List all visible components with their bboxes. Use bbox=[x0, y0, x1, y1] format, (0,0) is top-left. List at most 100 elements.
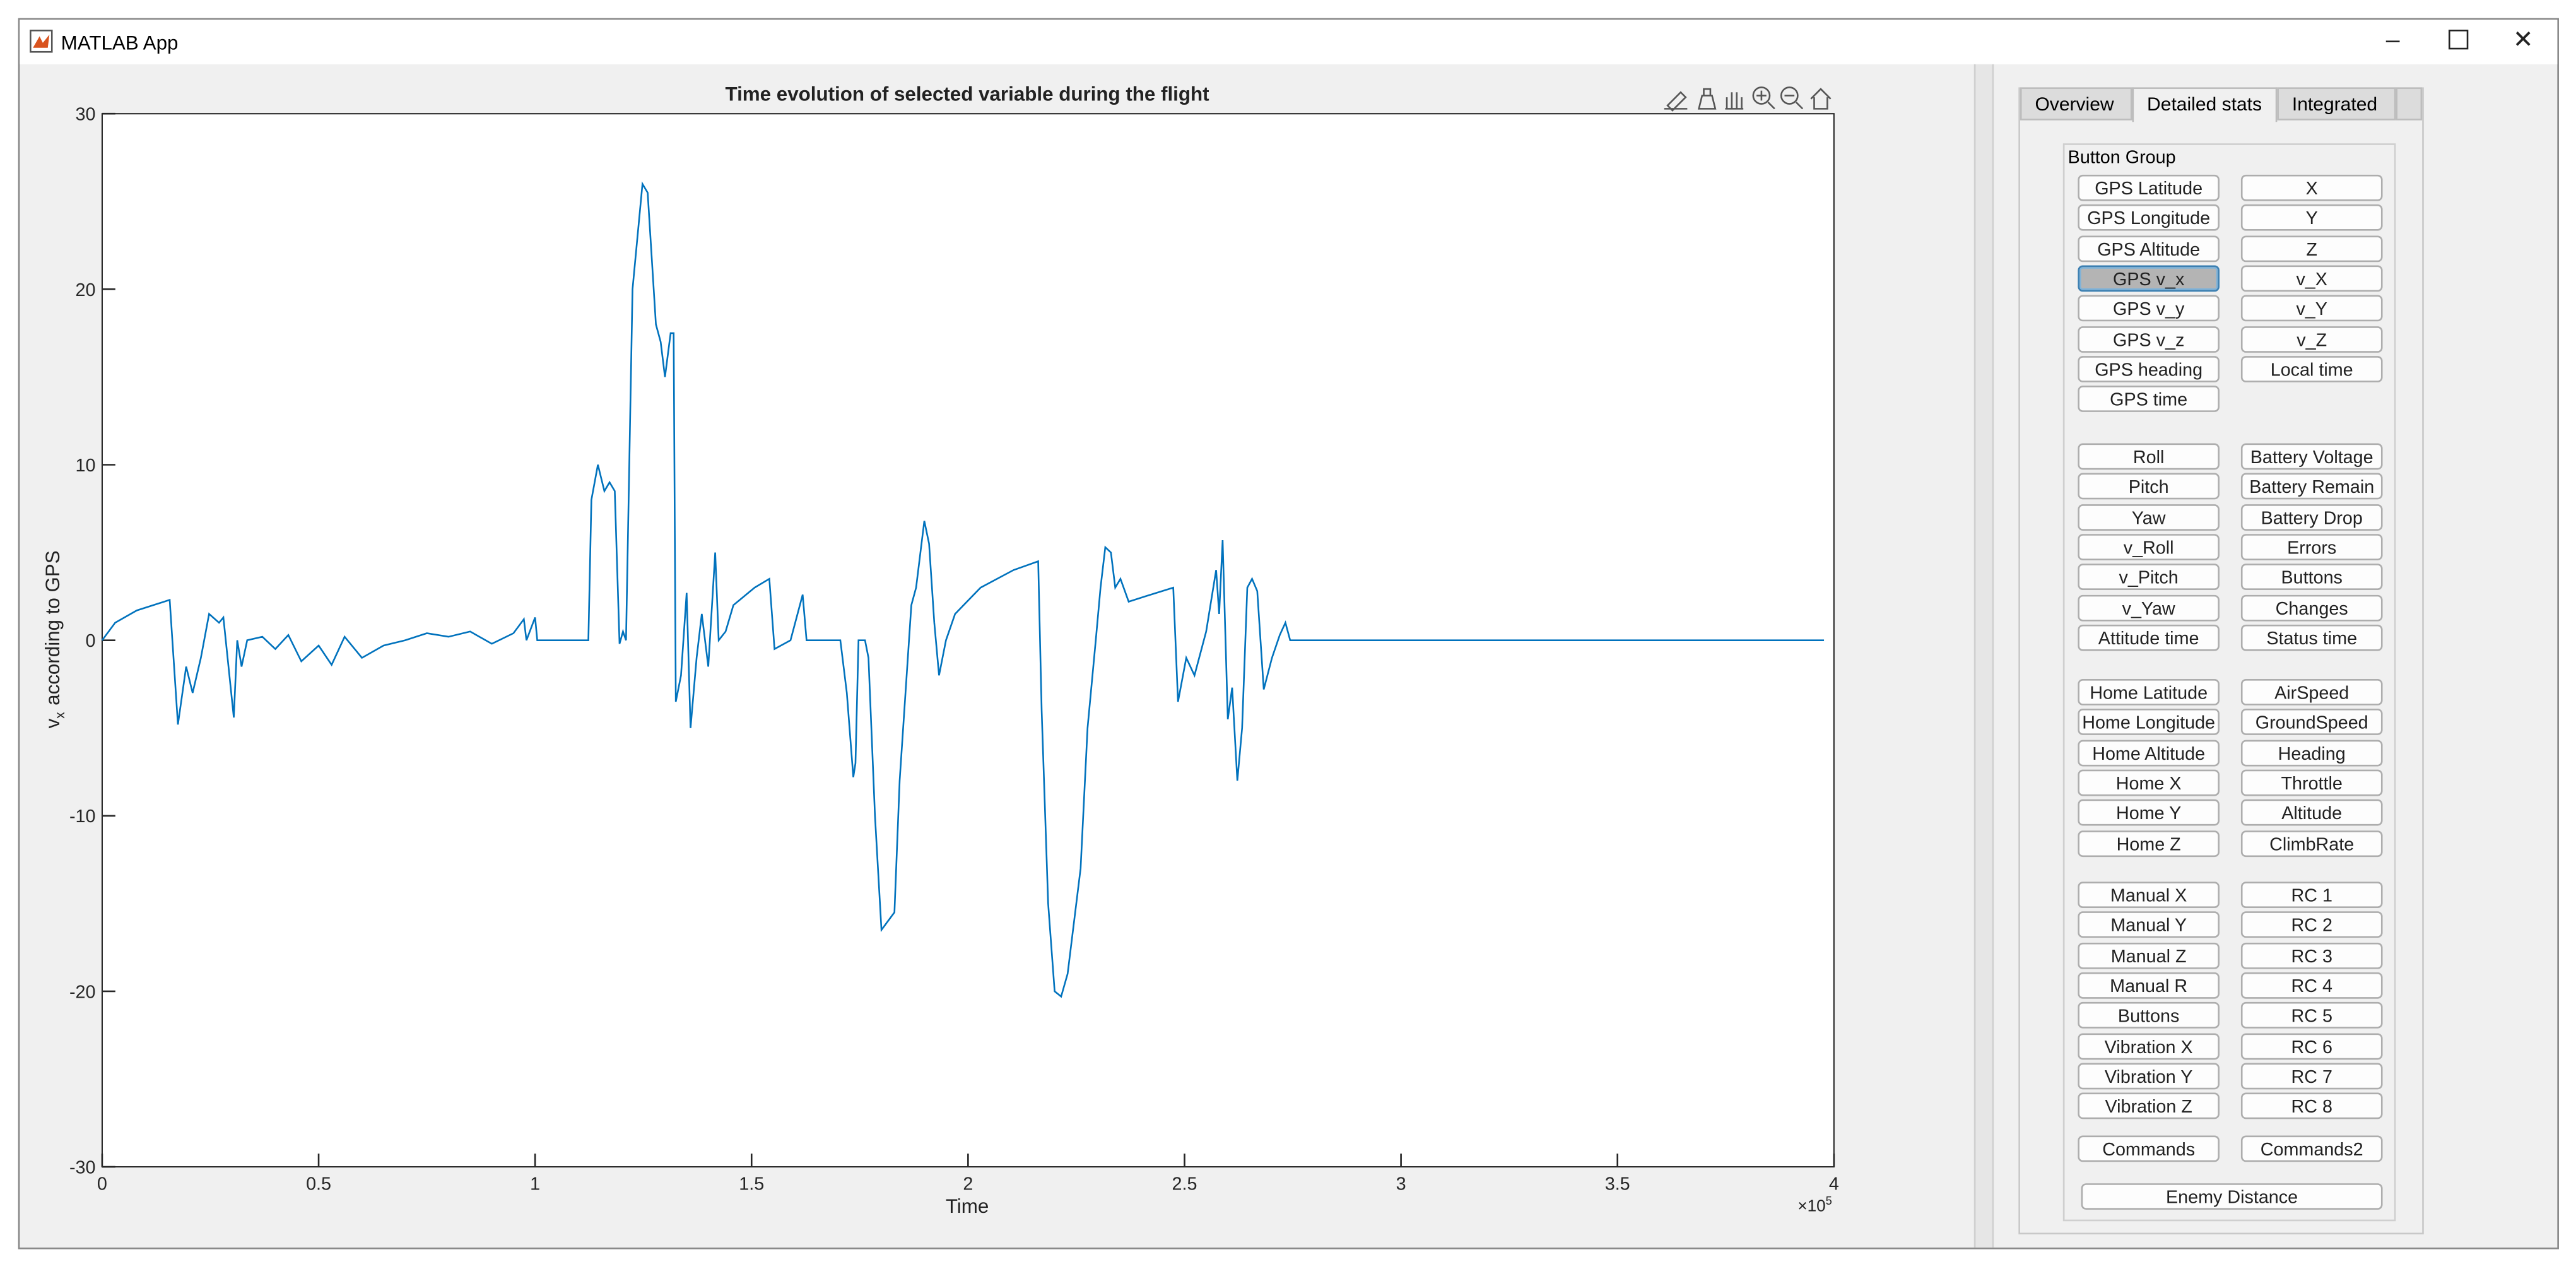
option-button[interactable]: Yaw bbox=[2078, 504, 2220, 530]
option-button[interactable]: Home Y bbox=[2078, 800, 2220, 826]
option-button[interactable]: Roll bbox=[2078, 443, 2220, 470]
button-group-title: Button Group bbox=[2067, 148, 2176, 168]
option-button[interactable]: Buttons bbox=[2078, 1002, 2220, 1029]
option-button[interactable]: GPS Longitude bbox=[2078, 204, 2220, 232]
option-button[interactable]: AirSpeed bbox=[2240, 679, 2383, 705]
button-group: Button Group GPS Latitude GPS Longitude GP… bbox=[2062, 143, 2396, 1222]
option-button[interactable]: RC 4 bbox=[2240, 972, 2383, 999]
option-button[interactable]: Commands bbox=[2078, 1135, 2220, 1162]
option-button[interactable]: Home Z bbox=[2078, 829, 2220, 856]
option-button[interactable]: GPS v_x bbox=[2078, 265, 2220, 292]
toolbar-zoom-in[interactable] bbox=[1752, 86, 1771, 105]
x-tick-label: 0 bbox=[97, 1174, 107, 1195]
option-button[interactable]: Buttons bbox=[2240, 564, 2383, 591]
option-button[interactable]: GPS v_z bbox=[2078, 325, 2220, 352]
option-button[interactable]: Y bbox=[2240, 204, 2383, 232]
option-button[interactable]: GPS heading bbox=[2078, 355, 2220, 382]
tab[interactable]: Integrated bbox=[2277, 87, 2396, 121]
option-button[interactable]: Z bbox=[2240, 235, 2383, 262]
axes-toolbar bbox=[1664, 86, 1832, 112]
x-tick-label: 4 bbox=[1829, 1174, 1839, 1195]
x-tick-label: 2.5 bbox=[1172, 1174, 1197, 1195]
option-button[interactable]: Home Altitude bbox=[2078, 739, 2220, 766]
option-button[interactable]: RC 3 bbox=[2240, 941, 2383, 969]
option-button[interactable]: Battery Drop bbox=[2240, 504, 2383, 530]
option-button[interactable]: Home X bbox=[2078, 769, 2220, 796]
y-tick-label: 20 bbox=[76, 280, 96, 300]
option-button[interactable]: GPS Latitude bbox=[2078, 174, 2220, 201]
option-button[interactable]: X bbox=[2240, 174, 2383, 201]
option-button[interactable]: v_Roll bbox=[2078, 533, 2220, 560]
option-button[interactable]: Changes bbox=[2240, 594, 2383, 621]
option-button[interactable]: GPS time bbox=[2078, 386, 2220, 413]
option-button[interactable]: v_Yaw bbox=[2078, 594, 2220, 621]
option-button[interactable]: Local time bbox=[2240, 355, 2383, 382]
option-button[interactable]: GPS Altitude bbox=[2078, 235, 2220, 262]
option-button[interactable]: GPS v_y bbox=[2078, 295, 2220, 322]
option-button[interactable]: RC 5 bbox=[2240, 1002, 2383, 1029]
toolbar-pan[interactable] bbox=[1725, 92, 1744, 110]
toolbar-zoom-out[interactable] bbox=[1780, 86, 1799, 105]
x-tick-label: 3.5 bbox=[1605, 1174, 1630, 1195]
option-button[interactable]: Manual Y bbox=[2078, 912, 2220, 938]
option-button[interactable]: v_X bbox=[2240, 265, 2383, 292]
option-button[interactable]: RC 6 bbox=[2240, 1032, 2383, 1059]
option-button[interactable]: Attitude time bbox=[2078, 624, 2220, 651]
x-axis-label: Time bbox=[946, 1195, 989, 1217]
option-button[interactable]: RC 1 bbox=[2240, 882, 2383, 909]
x-tick-label: 0.5 bbox=[306, 1174, 331, 1195]
option-button[interactable]: Heading bbox=[2240, 739, 2383, 766]
x-tick-label: 3 bbox=[1396, 1174, 1406, 1195]
y-tick-label: -20 bbox=[69, 982, 96, 1002]
option-button[interactable]: Altitude bbox=[2240, 800, 2383, 826]
x-multiplier: ×105 bbox=[1797, 1194, 1832, 1215]
option-button[interactable]: Home Longitude bbox=[2078, 709, 2220, 736]
option-button[interactable]: Manual Z bbox=[2078, 941, 2220, 969]
splitter[interactable] bbox=[1973, 64, 1994, 1248]
option-button[interactable]: GroundSpeed bbox=[2240, 709, 2383, 736]
option-button[interactable]: Battery Voltage bbox=[2240, 443, 2383, 470]
tab-strip-filler bbox=[2396, 87, 2423, 121]
window-title: MATLAB App bbox=[61, 31, 179, 55]
minimize-button[interactable]: – bbox=[2385, 26, 2400, 55]
toolbar-export[interactable] bbox=[1664, 91, 1688, 112]
y-tick-label: -30 bbox=[69, 1158, 96, 1178]
toolbar-brush[interactable] bbox=[1697, 88, 1717, 110]
close-button[interactable]: ✕ bbox=[2512, 26, 2534, 55]
x-tick-label: 1 bbox=[530, 1174, 540, 1195]
option-button[interactable]: Status time bbox=[2240, 624, 2383, 651]
option-button[interactable]: Manual X bbox=[2078, 882, 2220, 909]
option-button[interactable]: Vibration X bbox=[2078, 1032, 2220, 1059]
option-button[interactable]: Vibration Z bbox=[2078, 1092, 2220, 1119]
tab-group: Button Group GPS Latitude GPS Longitude GP… bbox=[2018, 87, 2424, 1235]
maximize-button[interactable] bbox=[2448, 30, 2469, 50]
option-button[interactable]: RC 8 bbox=[2240, 1092, 2383, 1119]
option-button[interactable]: Commands2 bbox=[2240, 1135, 2383, 1162]
x-tick-label: 1.5 bbox=[739, 1174, 764, 1195]
toolbar-home[interactable] bbox=[1810, 88, 1832, 110]
option-button[interactable]: v_Pitch bbox=[2078, 564, 2220, 591]
y-tick-label: 30 bbox=[76, 105, 96, 125]
option-button[interactable]: Battery Remain bbox=[2240, 473, 2383, 500]
option-button[interactable]: Pitch bbox=[2078, 473, 2220, 500]
y-tick-label: -10 bbox=[69, 806, 96, 827]
option-button[interactable]: Manual R bbox=[2078, 972, 2220, 999]
option-button[interactable]: Errors bbox=[2240, 533, 2383, 560]
option-button[interactable]: Throttle bbox=[2240, 769, 2383, 796]
option-button[interactable]: Vibration Y bbox=[2078, 1063, 2220, 1089]
option-button[interactable]: RC 2 bbox=[2240, 912, 2383, 938]
y-axis-label: vxaccording to GPS bbox=[42, 550, 68, 728]
tab[interactable]: Overview bbox=[2020, 87, 2132, 121]
tab[interactable]: Detailed stats bbox=[2132, 87, 2278, 122]
app-icon bbox=[30, 30, 53, 53]
option-button[interactable]: RC 7 bbox=[2240, 1063, 2383, 1089]
option-button[interactable]: Home Latitude bbox=[2078, 679, 2220, 705]
option-button[interactable]: v_Z bbox=[2240, 325, 2383, 352]
option-button[interactable]: Enemy Distance bbox=[2081, 1183, 2383, 1210]
option-button[interactable]: v_Y bbox=[2240, 295, 2383, 322]
data-line bbox=[101, 181, 1825, 998]
option-button[interactable]: ClimbRate bbox=[2240, 829, 2383, 856]
chart-title: Time evolution of selected variable duri… bbox=[726, 83, 1210, 105]
x-tick-label: 2 bbox=[963, 1174, 973, 1195]
